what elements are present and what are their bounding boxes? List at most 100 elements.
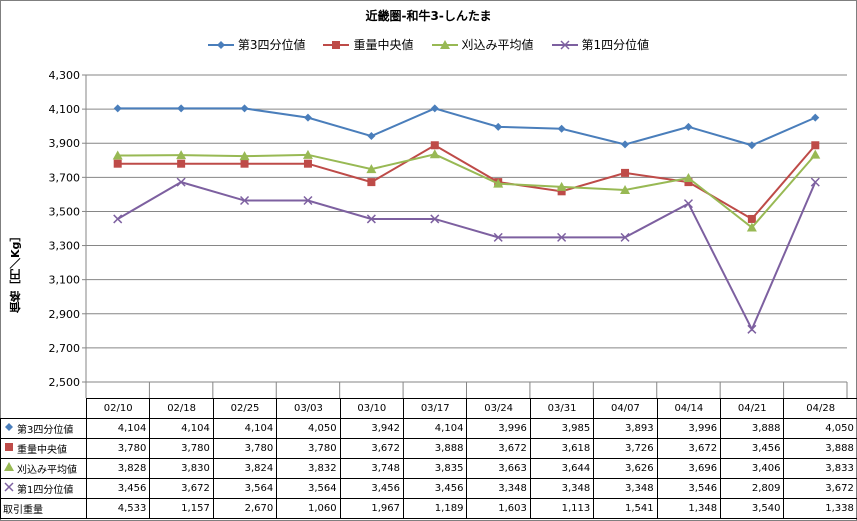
table-row: 重量中央値 3,780 3,780 3,780 3,780 3,672 3,888 3,672… bbox=[0, 438, 857, 459]
data-point bbox=[303, 113, 312, 122]
legend-item: 重量中央値 bbox=[323, 36, 414, 53]
table-cell: 3,780 bbox=[149, 438, 214, 459]
table-cell: 3,644 bbox=[529, 458, 595, 479]
data-point bbox=[439, 39, 450, 49]
table-cell: 3,663 bbox=[466, 458, 531, 479]
triangle-marker-icon bbox=[431, 39, 458, 49]
table-cell: 3,540 bbox=[720, 498, 785, 519]
x-tick-label: 02/18 bbox=[149, 398, 214, 419]
diamond-marker-icon bbox=[5, 423, 13, 431]
table-cell: 1,348 bbox=[656, 498, 722, 519]
x-tick-label: 04/07 bbox=[593, 398, 658, 419]
data-point bbox=[4, 482, 14, 492]
row-header: 取引重量 bbox=[0, 498, 87, 519]
table-cell: 4,104 bbox=[149, 418, 214, 439]
table-cell: 1,157 bbox=[149, 498, 214, 519]
table-cell: 4,104 bbox=[212, 418, 278, 439]
series-square bbox=[113, 141, 820, 223]
data-point bbox=[112, 150, 123, 160]
data-point bbox=[620, 184, 631, 194]
table-cell: 1,113 bbox=[529, 498, 595, 519]
table-cell: 3,780 bbox=[85, 438, 151, 459]
data-point bbox=[366, 164, 377, 174]
table-row: 取引重量 4,533 1,157 2,670 1,060 1,967 1,189 1,603 1… bbox=[0, 498, 857, 519]
data-point bbox=[684, 122, 693, 131]
table-cell: 3,888 bbox=[720, 418, 785, 439]
data-point bbox=[810, 177, 820, 187]
table-cell: 3,893 bbox=[593, 418, 658, 439]
table-cell: 3,833 bbox=[783, 458, 857, 479]
data-point bbox=[810, 149, 821, 159]
legend-label: 第1四分位値 bbox=[581, 38, 650, 52]
data-point bbox=[493, 232, 503, 242]
data-point bbox=[177, 104, 186, 113]
legend-item: 第1四分位値 bbox=[551, 36, 650, 53]
y-tick-label: 2,700 bbox=[49, 342, 81, 355]
table-cell: 3,348 bbox=[593, 478, 658, 499]
series-line bbox=[117, 107, 816, 147]
x-marker-icon bbox=[4, 482, 14, 492]
table-cell: 3,985 bbox=[529, 418, 595, 439]
data-point bbox=[240, 159, 249, 168]
data-point bbox=[621, 168, 630, 177]
series-x bbox=[113, 177, 820, 334]
table-cell: 3,672 bbox=[339, 438, 405, 459]
data-point bbox=[177, 159, 186, 168]
data-point bbox=[559, 39, 570, 50]
data-point bbox=[5, 443, 13, 451]
legend-label: 重量中央値 bbox=[353, 38, 414, 52]
table-corner bbox=[0, 398, 87, 419]
diamond-marker-icon bbox=[207, 40, 234, 49]
table-cell: 3,696 bbox=[656, 458, 722, 479]
table-cell: 4,050 bbox=[783, 418, 857, 439]
y-tick-label: 4,100 bbox=[49, 103, 81, 116]
table-cell: 3,830 bbox=[149, 458, 214, 479]
data-point bbox=[367, 132, 376, 141]
y-tick-label: 4,300 bbox=[49, 69, 81, 82]
row-header: 重量中央値 bbox=[0, 438, 87, 459]
table-cell: 1,603 bbox=[466, 498, 531, 519]
row-header: 第3四分位値 bbox=[0, 418, 87, 439]
table-cell: 1,338 bbox=[783, 498, 857, 519]
table-cell: 2,809 bbox=[720, 478, 785, 499]
table-cell: 3,888 bbox=[783, 438, 857, 459]
x-marker-icon bbox=[3, 481, 15, 496]
data-point bbox=[176, 150, 187, 160]
table-cell: 3,626 bbox=[593, 458, 658, 479]
row-label: 刈込み平均値 bbox=[17, 465, 77, 476]
data-table: 02/10 02/18 02/25 03/03 03/10 03/17 03/24 03/31… bbox=[0, 398, 857, 519]
data-point bbox=[683, 199, 693, 209]
series-line bbox=[117, 181, 817, 332]
table-cell: 3,828 bbox=[85, 458, 151, 479]
table-cell: 3,888 bbox=[403, 438, 468, 459]
table-cell: 3,748 bbox=[339, 458, 405, 479]
table-cell: 3,348 bbox=[466, 478, 531, 499]
data-point bbox=[302, 149, 313, 159]
row-label: 取引重量 bbox=[3, 505, 43, 516]
data-point bbox=[240, 195, 250, 206]
data-point bbox=[747, 214, 756, 223]
triangle-marker-icon bbox=[3, 461, 15, 476]
row-header: 刈込み平均値 bbox=[0, 458, 87, 479]
x-tick-label: 04/21 bbox=[720, 398, 785, 419]
data-point bbox=[216, 40, 225, 49]
table-cell: 1,967 bbox=[339, 498, 405, 519]
y-tick-label: 3,700 bbox=[49, 171, 81, 184]
data-point bbox=[494, 122, 503, 131]
x-marker-icon bbox=[551, 39, 578, 50]
row-label: 第1四分位値 bbox=[17, 485, 74, 496]
table-cell: 3,726 bbox=[593, 438, 658, 459]
legend-item: 第3四分位値 bbox=[207, 36, 305, 53]
table-header-row: 02/10 02/18 02/25 03/03 03/10 03/17 03/24 03/31… bbox=[0, 398, 857, 419]
table-cell: 1,060 bbox=[276, 498, 341, 519]
x-tick-label: 02/10 bbox=[85, 398, 151, 419]
table-cell: 3,672 bbox=[466, 438, 531, 459]
table-row: 刈込み平均値 3,828 3,830 3,824 3,832 3,748 3,835 3,66… bbox=[0, 458, 857, 479]
table-cell: 3,780 bbox=[276, 438, 341, 459]
row-header: 第1四分位値 bbox=[0, 478, 87, 499]
data-point bbox=[430, 141, 439, 150]
data-point bbox=[747, 141, 756, 150]
data-point bbox=[683, 173, 694, 183]
table-cell: 3,942 bbox=[339, 418, 405, 439]
table-cell: 3,672 bbox=[656, 438, 722, 459]
